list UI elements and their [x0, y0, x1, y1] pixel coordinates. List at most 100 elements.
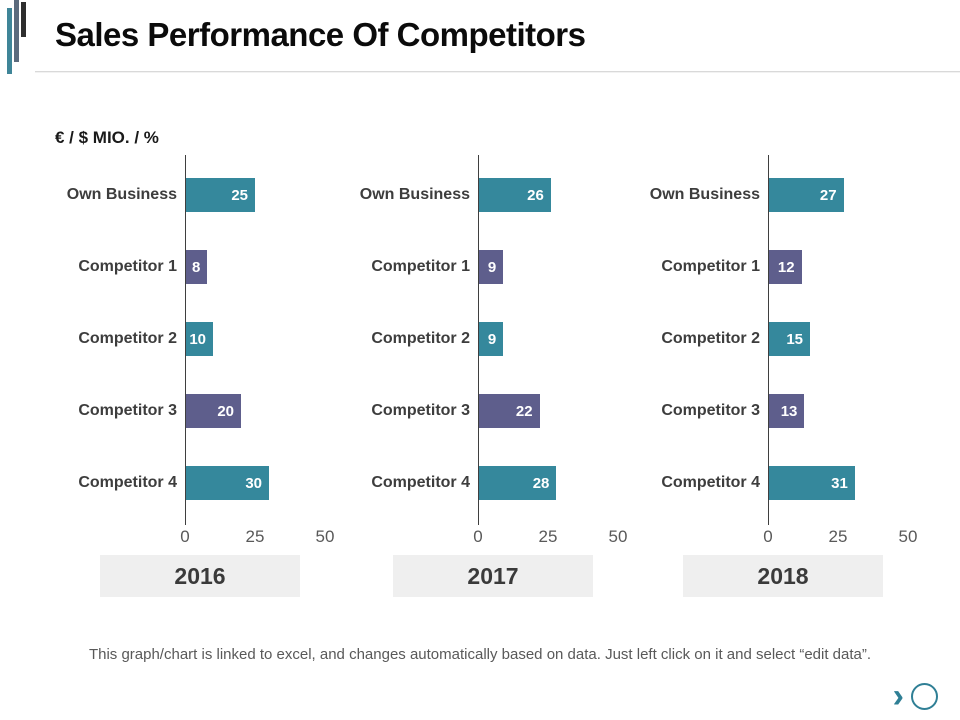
- category-label: Competitor 2: [78, 330, 177, 347]
- axis-tick-mark: [185, 520, 186, 525]
- category-label: Competitor 1: [78, 258, 177, 275]
- bar-value-label: 9: [487, 258, 497, 276]
- x-tick-label: 0: [763, 527, 773, 546]
- accent-bar-teal-icon: [7, 8, 12, 74]
- bar-competitor-3: 20: [185, 394, 241, 428]
- plot-area: 25: [185, 159, 345, 231]
- axis-tick-mark: [478, 520, 479, 525]
- bar-value-label: 15: [786, 330, 803, 348]
- bar-competitor-2: 9: [478, 322, 504, 356]
- bar-row: Competitor 3 13: [638, 375, 928, 447]
- x-tick-label: 50: [608, 527, 628, 546]
- bar-row: Competitor 4 30: [55, 447, 345, 519]
- accent-bar-slate-icon: [14, 0, 19, 62]
- chart-2017[interactable]: Own Business 26 Competitor 1 9 Competitor 2 9…: [348, 155, 638, 605]
- year-label-2018: 2018: [683, 555, 883, 597]
- bar-value-label: 27: [819, 186, 837, 204]
- x-tick-label: 25: [538, 527, 558, 546]
- bar-row: Competitor 3 20: [55, 375, 345, 447]
- bar-value-label: 31: [831, 474, 848, 492]
- x-tick-label: 50: [898, 527, 918, 546]
- bar-value-label: 30: [245, 474, 262, 492]
- chart-2016[interactable]: Own Business 25 Competitor 1 8 Competitor 2 1…: [55, 155, 345, 605]
- bar-value-label: 20: [217, 402, 234, 420]
- category-label: Competitor 4: [371, 474, 470, 491]
- bar-own-business: 25: [185, 178, 255, 212]
- plot-area: 10: [185, 303, 345, 375]
- x-tick-label: 25: [245, 527, 265, 546]
- units-label: € / $ MIO. / %: [55, 128, 159, 147]
- chart-rows: Own Business 25 Competitor 1 8 Competitor 2 1…: [55, 155, 345, 519]
- plot-area: 30: [185, 447, 345, 519]
- plot-area: 15: [768, 303, 928, 375]
- category-label: Competitor 2: [661, 330, 760, 347]
- bar-row: Competitor 4 31: [638, 447, 928, 519]
- category-label: Competitor 2: [371, 330, 470, 347]
- bar-value-label: 25: [231, 186, 248, 204]
- category-label: Own Business: [649, 186, 760, 203]
- chart-2018[interactable]: Own Business 27 Competitor 1 12 Competitor 2…: [638, 155, 928, 605]
- chart-rows: Own Business 27 Competitor 1 12 Competitor 2…: [638, 155, 928, 519]
- x-tick-label: 0: [180, 527, 190, 546]
- bar-value-label: 26: [527, 186, 544, 204]
- category-label: Competitor 1: [371, 258, 470, 275]
- nav-circle-button[interactable]: [911, 682, 938, 710]
- category-label: Competitor 4: [661, 474, 760, 491]
- bar-value-label: 10: [189, 330, 206, 348]
- bar-row: Competitor 2 9: [348, 303, 638, 375]
- bar-row: Competitor 1 12: [638, 231, 928, 303]
- title-divider: [35, 71, 960, 73]
- bar-row: Competitor 2 15: [638, 303, 928, 375]
- plot-area: 13: [768, 375, 928, 447]
- plot-area: 28: [478, 447, 638, 519]
- x-tick-label: 0: [473, 527, 483, 546]
- bar-competitor-4: 31: [768, 466, 855, 500]
- bar-row: Competitor 1 9: [348, 231, 638, 303]
- x-tick-label: 25: [828, 527, 848, 546]
- plot-area: 31: [768, 447, 928, 519]
- bar-own-business: 26: [478, 178, 551, 212]
- bar-row: Competitor 3 22: [348, 375, 638, 447]
- plot-area: 26: [478, 159, 638, 231]
- bar-competitor-4: 28: [478, 466, 557, 500]
- bar-row: Competitor 4 28: [348, 447, 638, 519]
- year-label-2016: 2016: [100, 555, 300, 597]
- plot-area: 8: [185, 231, 345, 303]
- bar-row: Own Business 27: [638, 159, 928, 231]
- next-nav: ›: [893, 679, 938, 713]
- bar-value-label: 28: [532, 474, 550, 492]
- bar-value-label: 9: [487, 330, 497, 348]
- bar-competitor-4: 30: [185, 466, 269, 500]
- plot-area: 20: [185, 375, 345, 447]
- category-label: Competitor 3: [78, 402, 177, 419]
- y-axis-line: [768, 155, 769, 520]
- axis-tick-mark: [768, 520, 769, 525]
- plot-area: 27: [768, 159, 928, 231]
- y-axis-line: [185, 155, 186, 520]
- chart-rows: Own Business 26 Competitor 1 9 Competitor 2 9…: [348, 155, 638, 519]
- bar-competitor-1: 9: [478, 250, 504, 284]
- year-label-2017: 2017: [393, 555, 593, 597]
- y-axis-line: [478, 155, 479, 520]
- category-label: Competitor 4: [78, 474, 177, 491]
- chevron-right-icon[interactable]: ›: [892, 677, 904, 715]
- bar-row: Competitor 2 10: [55, 303, 345, 375]
- bar-value-label: 13: [780, 402, 798, 420]
- plot-area: 9: [478, 231, 638, 303]
- footnote: This graph/chart is linked to excel, and…: [88, 646, 872, 663]
- category-label: Competitor 3: [371, 402, 470, 419]
- bar-competitor-3: 22: [478, 394, 540, 428]
- bar-row: Own Business 26: [348, 159, 638, 231]
- bar-competitor-3: 13: [768, 394, 805, 428]
- x-tick-label: 50: [315, 527, 335, 546]
- category-label: Own Business: [66, 186, 177, 203]
- bar-competitor-1: 8: [185, 250, 208, 284]
- bar-value-label: 22: [515, 402, 533, 420]
- category-label: Competitor 3: [661, 402, 760, 419]
- page-title: Sales Performance Of Competitors: [55, 16, 586, 53]
- bar-competitor-2: 10: [185, 322, 213, 356]
- bar-row: Competitor 1 8: [55, 231, 345, 303]
- bar-competitor-1: 12: [768, 250, 802, 284]
- bar-competitor-2: 15: [768, 322, 810, 356]
